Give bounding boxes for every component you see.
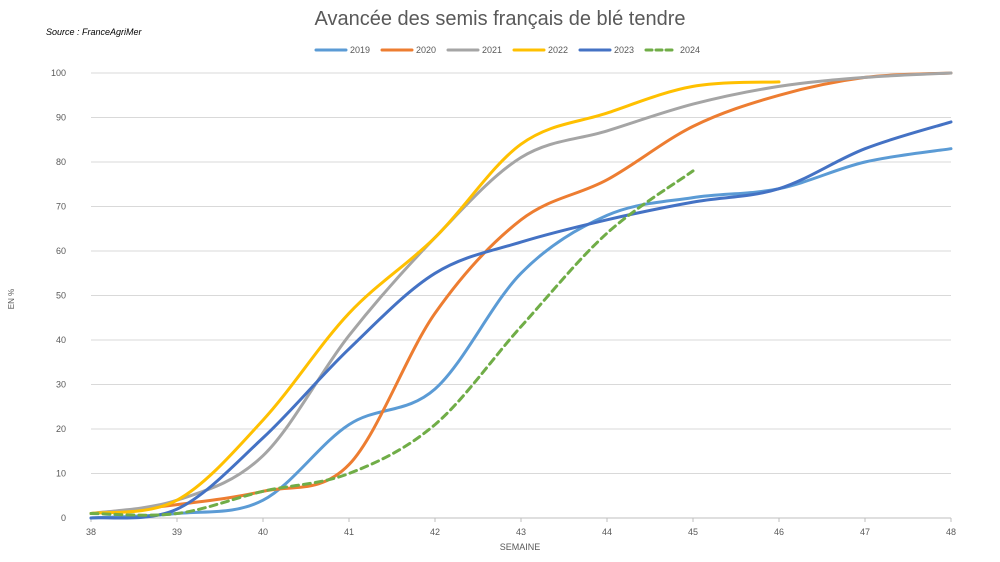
y-tick-label: 60 [56,246,66,256]
x-tick-label: 43 [516,527,526,537]
x-tick-label: 48 [946,527,956,537]
x-axis-label: SEMAINE [500,542,541,552]
legend-label-2023: 2023 [614,45,634,55]
x-tick-label: 38 [86,527,96,537]
series-line-2021 [89,71,953,515]
x-tick-label: 40 [258,527,268,537]
y-tick-label: 50 [56,291,66,301]
y-tick-label: 80 [56,157,66,167]
x-tick-label: 47 [860,527,870,537]
grid-layer [91,72,951,519]
y-tick-label: 90 [56,113,66,123]
x-tick-label: 39 [172,527,182,537]
series-layer [89,71,953,520]
axis-layer: 0 10 20 30 40 50 60 70 80 90 100 38 39 40 41 42 43 44 45 46… [51,68,956,537]
x-tick-label: 41 [344,527,354,537]
y-tick-label: 20 [56,424,66,434]
x-tick-label: 44 [602,527,612,537]
y-tick-label: 100 [51,68,66,78]
y-tick-label: 10 [56,469,66,479]
y-tick-label: 40 [56,335,66,345]
legend-label-2022: 2022 [548,45,568,55]
chart-source: Source : FranceAgriMer [46,27,142,37]
series-line-2023 [89,120,953,520]
y-axis-label: EN % [7,289,16,309]
legend-label-2019: 2019 [350,45,370,55]
chart-title: Avancée des semis français de blé tendre [314,8,686,30]
legend-label-2021: 2021 [482,45,502,55]
x-tick-label: 45 [688,527,698,537]
x-tick-label: 46 [774,527,784,537]
legend: 2019 2020 2021 2022 2023 2024 [314,45,700,55]
x-tick-label: 42 [430,527,440,537]
series-line-2024 [89,169,695,517]
series-line-2022 [89,80,781,515]
series-line-2019 [89,147,953,520]
y-tick-label: 30 [56,380,66,390]
y-tick-label: 70 [56,202,66,212]
y-tick-label: 0 [61,513,66,523]
legend-label-2024: 2024 [680,45,700,55]
legend-label-2020: 2020 [416,45,436,55]
series-line-2020 [89,71,953,515]
